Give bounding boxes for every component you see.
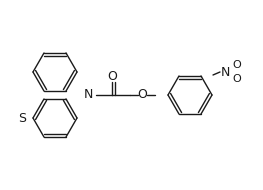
Text: O: O (233, 60, 241, 70)
Text: N: N (220, 66, 230, 78)
Text: O: O (107, 70, 117, 82)
Text: S: S (18, 112, 26, 124)
Text: O: O (233, 74, 241, 84)
Text: O: O (137, 89, 147, 101)
Text: N: N (83, 89, 93, 101)
